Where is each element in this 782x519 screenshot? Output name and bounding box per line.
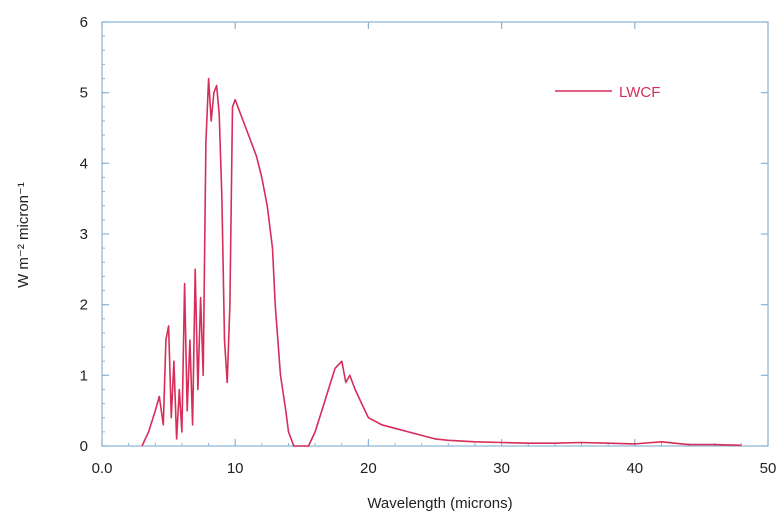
legend-label-lwcf: LWCF [619,84,660,101]
y-tick-label: 3 [80,226,88,243]
x-tick-label: 20 [360,460,377,477]
x-tick-label: 50 [760,460,777,477]
y-tick-label: 5 [80,85,88,102]
axes [101,21,769,447]
y-tick-label: 0 [80,438,88,455]
ticks: 0.0 10 20 30 40 50 0 1 2 3 4 5 6 [80,14,777,477]
y-axis-label: W m⁻² micron⁻¹ [15,182,32,288]
x-axis-label: Wavelength (microns) [367,495,512,512]
series [141,77,742,447]
y-tick-label: 2 [80,297,88,314]
legend: LWCF [555,84,660,101]
x-tick-label: 0.0 [92,460,113,477]
y-tick-label: 6 [80,14,88,31]
x-tick-label: 40 [626,460,643,477]
x-tick-label: 30 [493,460,510,477]
x-tick-label: 10 [227,460,244,477]
series-line-lwcf [141,77,742,447]
y-tick-label: 1 [80,367,88,384]
plot-frame [101,21,769,447]
y-tick-label: 4 [80,155,88,172]
